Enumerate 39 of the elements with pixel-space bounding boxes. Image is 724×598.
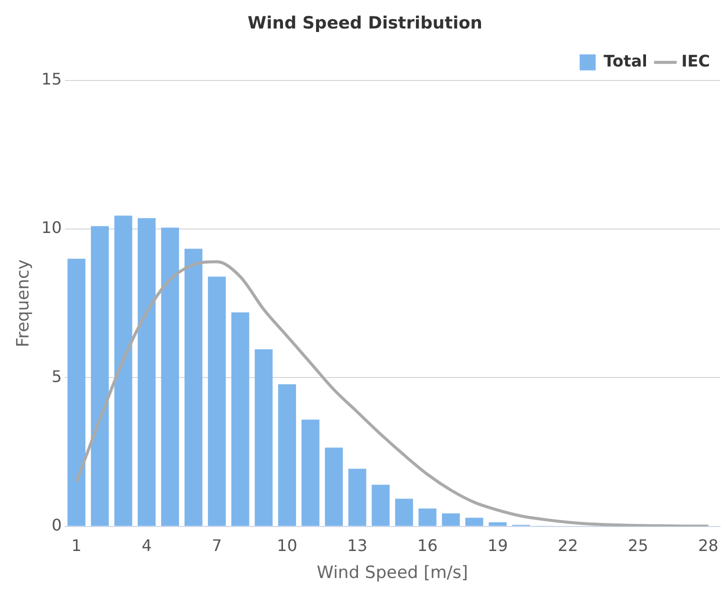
bar [465,518,484,526]
bar [161,228,180,526]
legend-label: IEC [681,52,710,71]
y-axis-title: Frequency [14,259,34,348]
bar [418,508,436,526]
y-tick-label: 15 [41,70,62,89]
x-tick-label: 28 [698,536,718,556]
bar [372,484,390,526]
bar [90,226,109,526]
x-tick-label: 25 [628,536,648,556]
bar [114,216,132,526]
chart-title: Wind Speed Distribution [248,14,482,34]
x-tick-label: 1 [71,536,82,556]
bar [278,384,296,526]
bar [442,513,460,526]
x-tick-label: 16 [417,536,438,556]
bar [231,312,250,526]
bar [488,522,507,526]
x-tick-label: 22 [558,536,578,556]
y-tick-label: 10 [41,218,62,238]
bar [138,218,156,526]
bar [208,276,226,526]
bar [324,448,343,526]
bar [254,349,273,526]
x-tick-label: 4 [142,536,152,556]
x-tick-label: 7 [212,536,222,556]
bar [348,468,366,526]
bar [302,420,320,526]
legend-label: Total [604,52,648,71]
bar [68,258,86,526]
bar [395,498,414,526]
line-series [74,260,710,526]
y-tick-label: 0 [52,516,62,535]
y-tick-label: 5 [52,366,62,386]
bar [184,248,202,526]
x-axis-title: Wind Speed [m/s] [316,563,468,584]
x-tick-label: 10 [276,536,298,556]
x-tick-label: 19 [488,536,508,556]
x-tick-label: 13 [347,536,368,556]
